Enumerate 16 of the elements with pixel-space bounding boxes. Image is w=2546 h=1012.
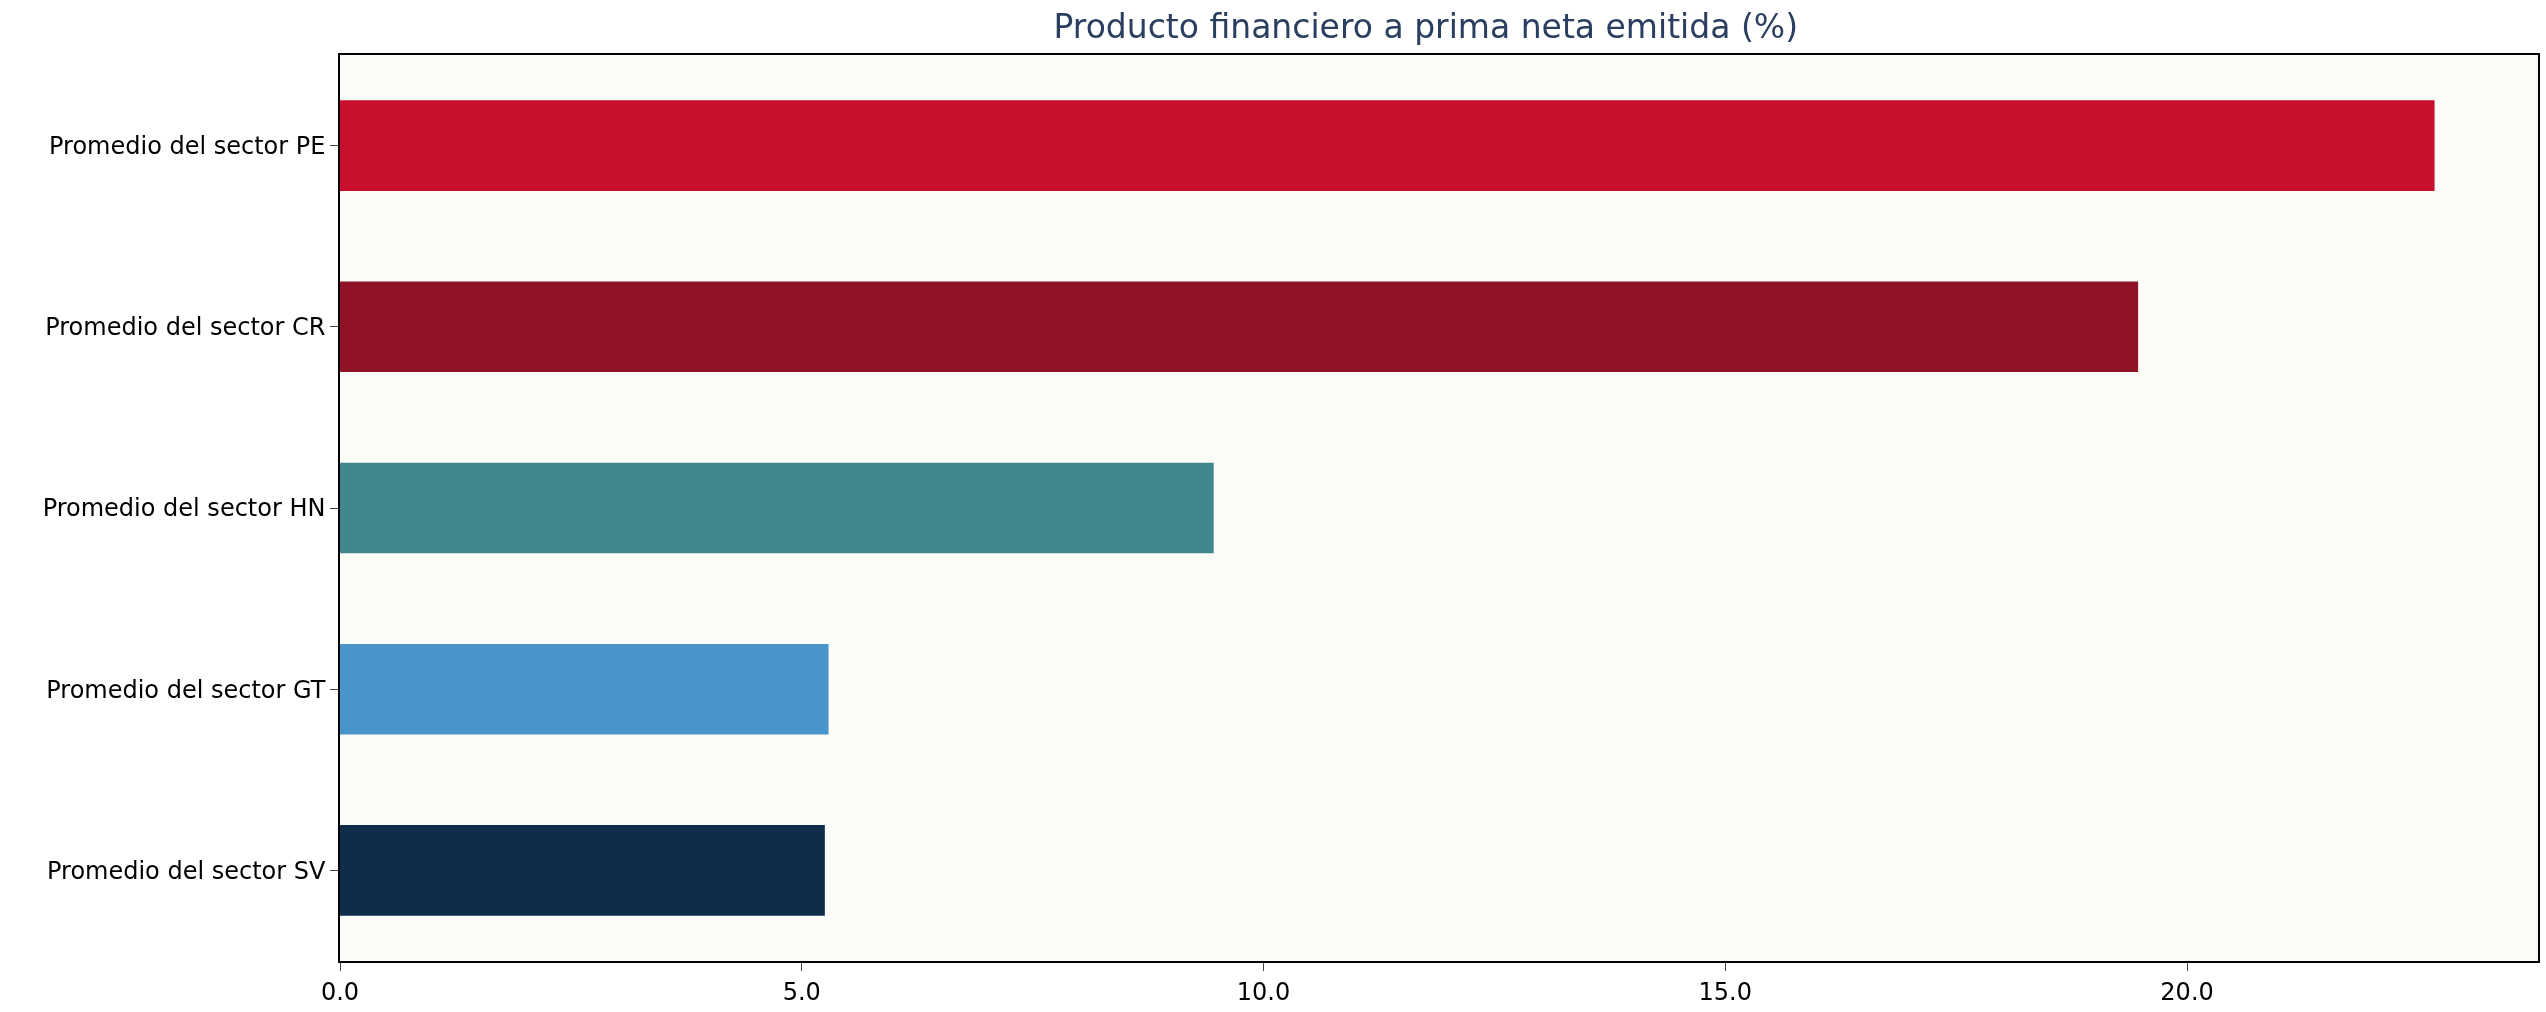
bar	[340, 462, 1214, 554]
bar	[340, 281, 2139, 373]
bar	[340, 643, 829, 735]
x-tick-label: 10.0	[1236, 977, 1291, 1006]
y-tick-label: Promedio del sector CR	[45, 313, 326, 342]
y-tick-label: Promedio del sector PE	[49, 132, 326, 160]
bar	[340, 825, 825, 916]
x-tick-label: 0.0	[320, 977, 360, 1006]
chart-title: Producto financiero a prima neta emitida (%)	[1053, 7, 1799, 47]
x-tick-label: 15.0	[1698, 977, 1753, 1006]
x-tick-label: 20.0	[2160, 977, 2214, 1006]
y-tick-label: Promedio del sector HN	[42, 494, 326, 523]
y-tick-label: Promedio del sector SV	[47, 856, 327, 885]
bar	[340, 100, 2435, 191]
y-tick-label: Promedio del sector GT	[46, 675, 326, 704]
x-tick-label: 5.0	[782, 977, 821, 1006]
